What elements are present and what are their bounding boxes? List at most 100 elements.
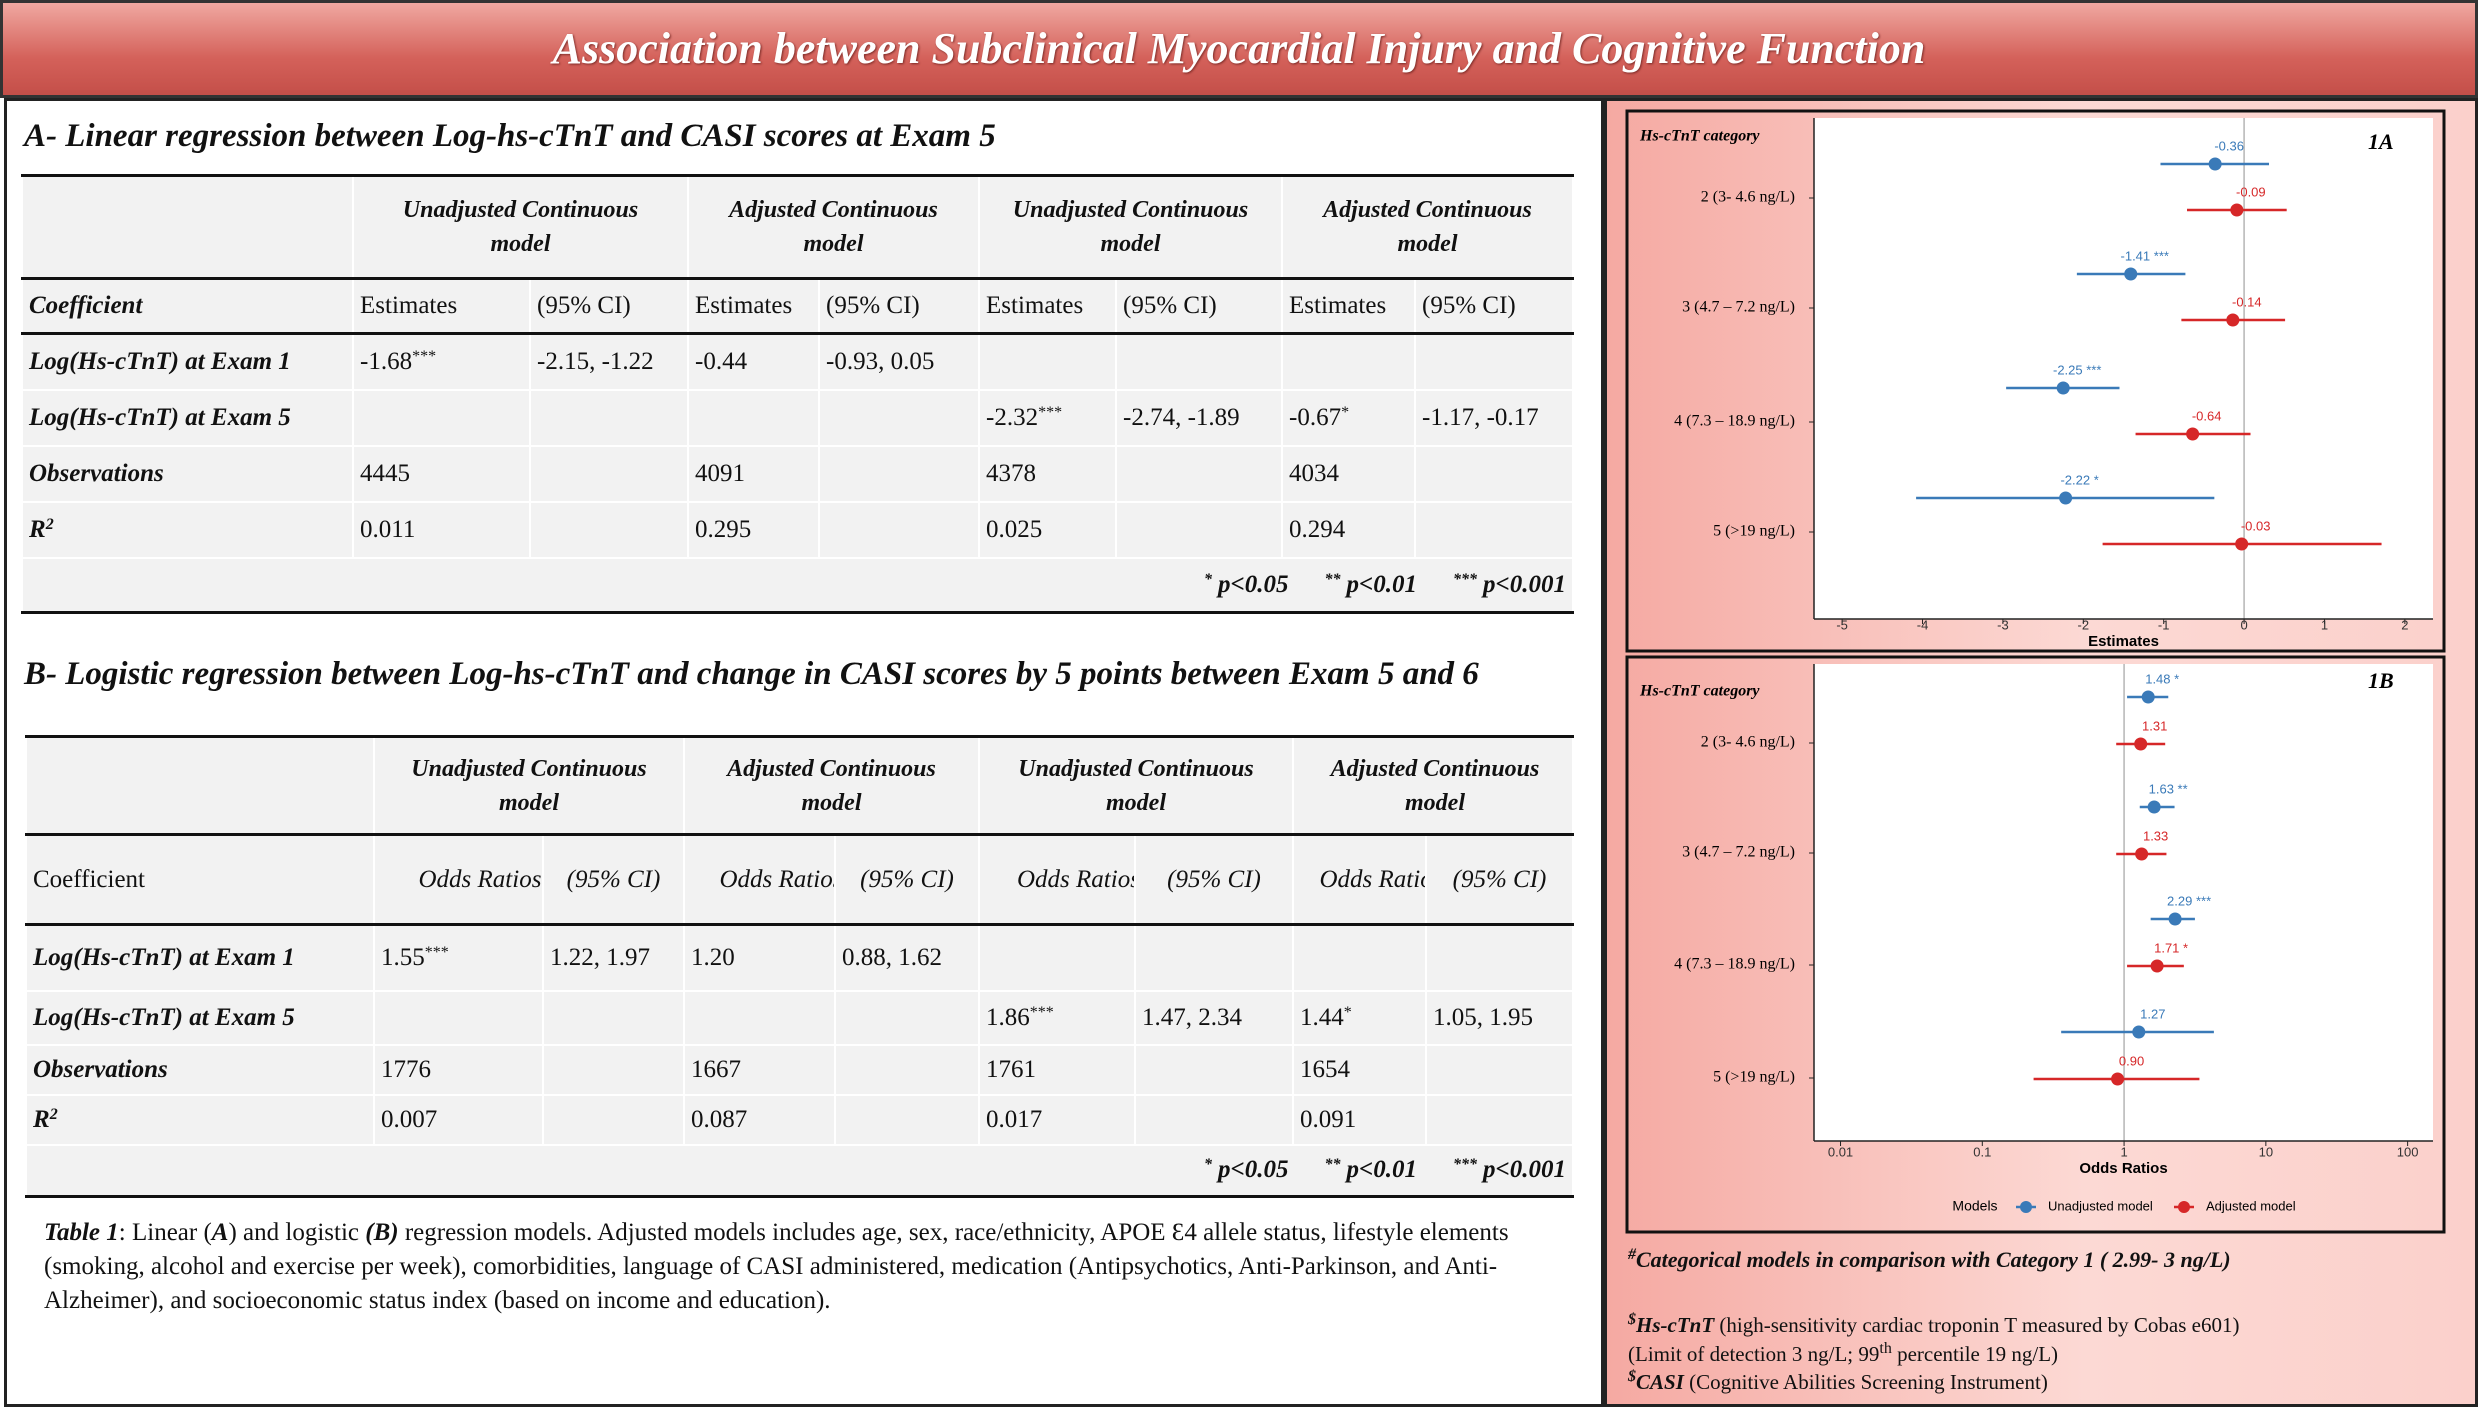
superscript: *: [1343, 1003, 1352, 1021]
p-text: p<0.001: [1483, 1156, 1566, 1184]
data-cell: [834, 990, 980, 1046]
cell-text: -2.32: [986, 403, 1039, 431]
value-label: -1.41 ***: [2121, 248, 2169, 263]
sub-header-text: Odds Ratios: [418, 865, 542, 893]
cell-text: 1.20: [691, 943, 735, 971]
data-cell: [1414, 445, 1574, 503]
data-cell: 1.20: [683, 924, 836, 992]
sub-header-text: (95% CI): [826, 292, 920, 319]
data-cell: -2.32***: [978, 389, 1117, 447]
cell-text: 1.55: [381, 943, 425, 971]
p-text: p<0.01: [1346, 1156, 1418, 1184]
superscript: 2: [49, 1105, 58, 1123]
data-row: R2 0.011 0.295 0.025 0.294: [21, 501, 1574, 559]
data-cell: [687, 389, 820, 447]
cell-text: -0.93, 0.05: [826, 347, 935, 375]
sub-header: Odds Ratios: [683, 834, 836, 926]
sub-header-text: Odds Ratios: [719, 865, 835, 893]
cell-text: 0.294: [1289, 515, 1346, 543]
sub-header-text: (95% CI): [860, 865, 954, 893]
data-row: Log(Hs-cTnT) at Exam 1 -1.68*** -2.15, -1.…: [21, 333, 1574, 391]
model-header: Adjusted Continuous model: [687, 174, 980, 280]
category-label: 5 (>19 ng/L): [1713, 1069, 1795, 1086]
significance-cell: * p<0.05 ** p<0.01 *** p<0.001: [25, 1144, 1574, 1198]
note-mark: $: [1628, 1311, 1636, 1328]
section-heading: B- Logistic regression between Log-hs-cT…: [24, 656, 1479, 692]
row-label: Log(Hs-cTnT) at Exam 1: [21, 333, 354, 391]
data-cell: [818, 445, 980, 503]
model-header: Adjusted Continuous model: [1281, 174, 1574, 280]
x-tick-label: 100: [2397, 1144, 2419, 1159]
p-text: p<0.05: [1218, 1156, 1289, 1184]
sub-header-text: (95% CI): [537, 292, 631, 319]
x-tick-label: -5: [1836, 617, 1848, 632]
p-text: p<0.05: [1218, 570, 1289, 598]
data-cell: 0.091: [1292, 1094, 1427, 1146]
cell-text: Log(Hs-cTnT) at Exam 1: [29, 347, 291, 375]
cell-text: Observations: [29, 459, 164, 487]
data-cell: [529, 445, 689, 503]
sub-header-text: (95% CI): [1452, 865, 1547, 893]
panel-label: 1A: [2368, 129, 2394, 154]
cell-text: -2.74, -1.89: [1123, 403, 1240, 431]
data-cell: [1425, 1094, 1574, 1146]
value-label: 1.63 **: [2149, 781, 2188, 796]
cell-text: Observations: [33, 1055, 168, 1083]
row-label: Observations: [25, 1044, 375, 1096]
sub-header: Estimates: [687, 278, 820, 335]
superscript: 2: [45, 515, 54, 533]
cell-text: 0.087: [691, 1105, 748, 1133]
value-label: 1.31: [2142, 718, 2167, 733]
point: [2186, 427, 2200, 441]
value-label: -0.09: [2236, 184, 2266, 199]
model-header: Unadjusted Continuous model: [352, 174, 689, 280]
category-label: 3 (4.7 – 7.2 ng/L): [1682, 844, 1795, 861]
cell-text: 0.88, 1.62: [842, 943, 942, 971]
data-cell: 0.025: [978, 501, 1117, 559]
point: [2226, 313, 2240, 327]
caption-segment: Table 1: [44, 1219, 119, 1246]
corner-cell: [25, 735, 375, 836]
data-cell: [352, 389, 531, 447]
point: [2056, 381, 2070, 395]
sub-header: (95% CI): [542, 834, 685, 926]
legend-marker: [2178, 1201, 2190, 1213]
stub-header: Coefficient: [21, 278, 354, 335]
data-cell: [1134, 1044, 1294, 1096]
value-label: 1.27: [2140, 1006, 2165, 1021]
data-cell: -0.44: [687, 333, 820, 391]
cell-text: 1.44: [1300, 1003, 1344, 1031]
data-cell: -1.68***: [352, 333, 531, 391]
model-header: Adjusted Continuous model: [1292, 735, 1574, 836]
cell-text: 0.017: [986, 1105, 1043, 1133]
value-label: -2.25 ***: [2053, 362, 2101, 377]
caption-segment: ) and logistic: [228, 1219, 366, 1246]
data-cell: [542, 990, 685, 1046]
data-cell: [834, 1044, 980, 1096]
sub-header: (95% CI): [1414, 278, 1574, 335]
x-tick-label: 0: [2240, 617, 2247, 632]
value-label: 0.90: [2119, 1053, 2144, 1068]
caption-segment: (B): [365, 1219, 399, 1246]
comparison-note: #Categorical models in comparison with C…: [1628, 1247, 2231, 1273]
data-row: Log(Hs-cTnT) at Exam 5 1.86*** 1.47, 2.34 1…: [25, 990, 1574, 1046]
sub-header-text: (95% CI): [1167, 865, 1261, 893]
panel-label: 1B: [2368, 668, 2394, 693]
header-row: Unadjusted Continuous model Adjusted Cont…: [25, 735, 1574, 836]
x-tick-label: -4: [1917, 617, 1929, 632]
significance: * p<0.05: [1204, 571, 1289, 598]
note-term: Hs-cTnT: [1636, 1313, 1715, 1337]
category-label: 4 (7.3 – 18.9 ng/L): [1674, 413, 1795, 430]
data-cell: [1115, 333, 1283, 391]
p-text: p<0.001: [1483, 570, 1566, 598]
model-header-text: Adjusted Continuous model: [1323, 197, 1532, 257]
point: [2168, 912, 2182, 926]
footer-row: * p<0.05 ** p<0.01 *** p<0.001: [25, 1144, 1574, 1198]
sub-header: Odds Ratios: [978, 834, 1136, 926]
stars: *: [1204, 1156, 1212, 1174]
data-cell: [978, 333, 1117, 391]
cell-text: 1776: [381, 1055, 431, 1083]
cell-text: R: [29, 515, 46, 543]
cell-text: Log(Hs-cTnT) at Exam 1: [33, 943, 295, 971]
data-cell: 0.88, 1.62: [834, 924, 980, 992]
